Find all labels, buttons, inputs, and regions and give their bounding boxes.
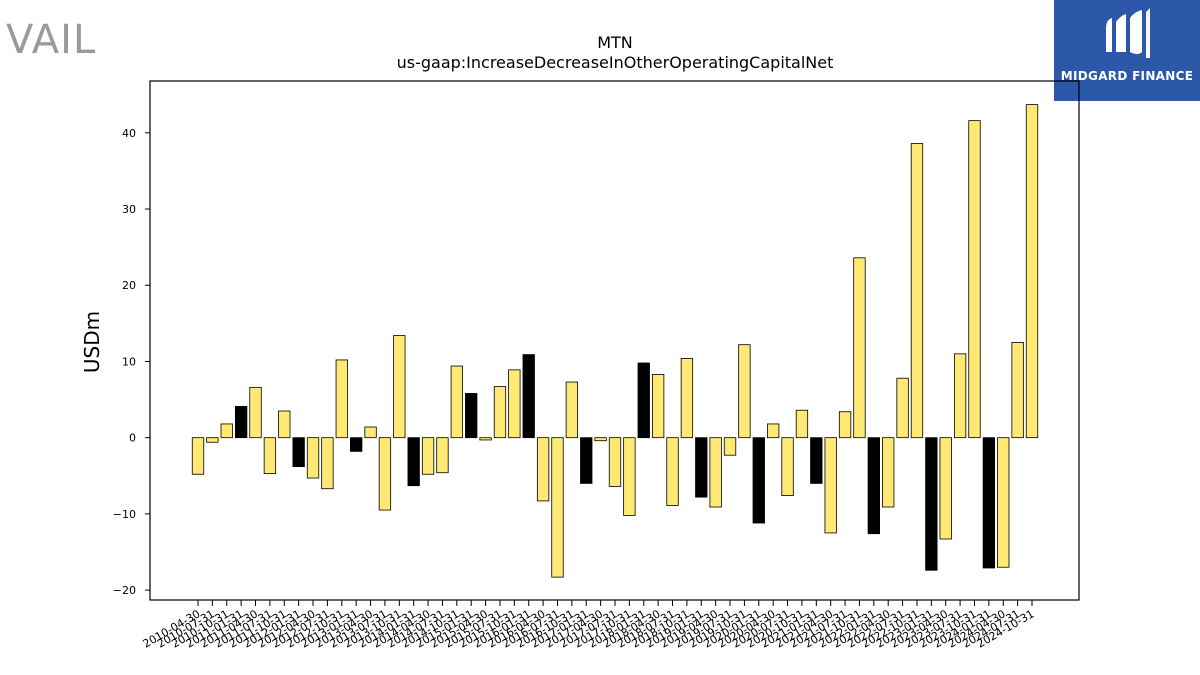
y-axis-ticks: −20 −10 0 10 20 30 40: [113, 127, 150, 597]
bar-2012-10-31: [335, 359, 348, 439]
bar-2011-07-31: [263, 437, 277, 474]
midgard-logo-text: MIDGARD FINANCE: [1060, 69, 1194, 83]
y-tick-label: 10: [122, 355, 136, 368]
bar-2018-01-31: [637, 362, 650, 439]
y-tick-label: 30: [122, 203, 136, 216]
bars-group: [191, 104, 1039, 578]
bar-2011-10-31: [278, 410, 291, 439]
bar-2023-01-31: [925, 437, 938, 571]
y-tick-label: −10: [113, 508, 136, 521]
bar-2020-10-31: [795, 409, 809, 439]
bar-2010-07-31: [206, 437, 219, 443]
bar-2024-01-31: [982, 437, 996, 569]
bar-2010-04-30: [191, 437, 205, 475]
bar-2019-04-30: [709, 437, 722, 508]
bar-2023-07-31: [953, 353, 967, 439]
bar-2016-01-31: [522, 354, 535, 439]
x-axis-ticks: 2010-04-302010-07-312010-10-312011-01-31…: [141, 600, 1037, 651]
bar-2023-04-30: [939, 437, 952, 540]
bar-2017-10-31: [623, 437, 636, 516]
chart-title: MTN: [597, 33, 633, 52]
bar-2021-07-31: [838, 411, 852, 439]
bar-2018-04-30: [651, 374, 665, 439]
vail-logo-text: VAIL: [6, 17, 97, 63]
bar-2017-04-30: [594, 437, 607, 442]
midgard-logo-mark-icon: [1106, 8, 1150, 58]
bar-2013-10-31: [393, 335, 406, 439]
bar-2020-07-31: [781, 437, 794, 496]
bar-2023-10-31: [968, 120, 981, 439]
plot-frame: [149, 80, 1080, 601]
bar-2020-01-31: [752, 437, 765, 524]
bar-2022-04-30: [882, 437, 895, 508]
y-axis-label: USDm: [80, 311, 104, 373]
y-tick-label: 0: [129, 432, 136, 445]
bar-2021-01-31: [810, 437, 823, 484]
bar-2011-04-30: [249, 386, 262, 439]
bar-2012-07-31: [321, 437, 334, 490]
bar-2012-01-31: [292, 437, 305, 468]
bar-2021-10-31: [853, 257, 866, 439]
bar-2016-04-30: [536, 437, 550, 502]
y-tick-label: 40: [122, 127, 136, 140]
bar-2024-07-31: [1011, 342, 1024, 439]
bar-2019-07-31: [723, 437, 737, 456]
bar-2015-07-31: [493, 386, 507, 439]
bar-2020-04-30: [767, 423, 780, 439]
y-tick-label: −20: [113, 584, 136, 597]
bar-2012-04-30: [306, 437, 320, 479]
bar-2021-04-30: [824, 437, 837, 534]
bar-2015-01-31: [465, 393, 478, 439]
bar-2017-01-31: [580, 437, 593, 484]
bar-2024-04-30: [997, 437, 1010, 568]
bar-2013-04-30: [364, 426, 377, 439]
chart-subtitle: us-gaap:IncreaseDecreaseInOtherOperating…: [397, 53, 834, 72]
bar-2014-01-31: [407, 437, 420, 487]
bar-2014-04-30: [421, 437, 435, 475]
bar-2010-10-31: [220, 423, 233, 439]
bar-2022-10-31: [910, 143, 924, 439]
bar-2019-10-31: [738, 344, 751, 439]
bar-2015-10-31: [508, 369, 521, 439]
y-tick-label: 20: [122, 279, 136, 292]
bar-2018-07-31: [666, 437, 679, 506]
bar-2014-07-31: [436, 437, 449, 474]
bar-2019-01-31: [695, 437, 708, 498]
bar-2022-07-31: [896, 377, 909, 439]
bar-2013-01-31: [350, 437, 363, 452]
bar-2015-04-30: [479, 437, 492, 441]
bar-2022-01-31: [867, 437, 880, 535]
bar-2014-10-31: [450, 365, 463, 439]
bar-2024-10-31: [1025, 104, 1039, 439]
bar-2016-07-31: [551, 437, 564, 578]
bar-2018-10-31: [680, 358, 694, 439]
midgard-finance-logo: MIDGARD FINANCE: [1054, 0, 1200, 101]
bar-2011-01-31: [234, 406, 248, 439]
vail-logo: VAIL: [6, 18, 96, 78]
bar-2017-07-31: [608, 437, 622, 487]
bar-2016-10-31: [565, 381, 579, 439]
bar-2013-07-31: [378, 437, 392, 511]
